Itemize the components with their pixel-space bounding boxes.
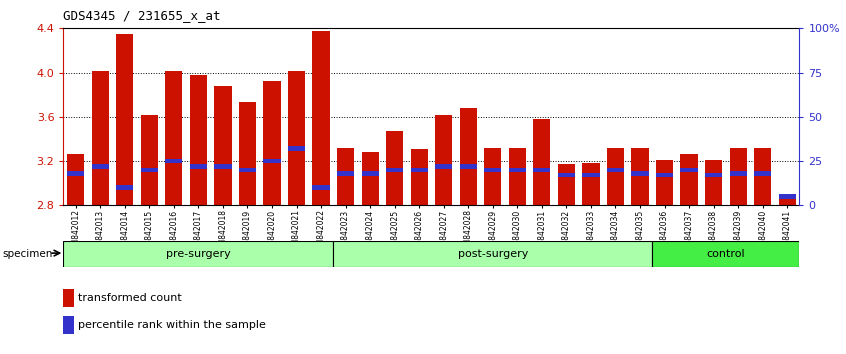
Bar <box>582 173 600 177</box>
Bar <box>778 194 796 199</box>
Bar <box>239 102 256 205</box>
Bar <box>705 160 722 205</box>
Text: pre-surgery: pre-surgery <box>166 249 231 259</box>
Bar <box>361 171 379 176</box>
Bar <box>435 164 453 169</box>
Bar <box>410 168 428 172</box>
Bar <box>386 168 404 172</box>
Bar <box>288 147 305 151</box>
Bar <box>484 148 502 205</box>
Bar <box>67 154 85 205</box>
Bar <box>680 168 698 172</box>
Bar <box>214 86 232 205</box>
Bar <box>607 168 624 172</box>
Bar <box>558 173 575 177</box>
Bar <box>214 164 232 169</box>
Bar <box>116 34 134 205</box>
Bar <box>656 160 673 205</box>
Bar <box>361 152 379 205</box>
Bar <box>656 173 673 177</box>
Bar <box>91 164 109 169</box>
Bar <box>459 108 477 205</box>
Bar <box>533 168 551 172</box>
Bar <box>631 148 649 205</box>
Bar <box>337 171 354 176</box>
Text: specimen: specimen <box>3 249 53 259</box>
Bar <box>263 81 281 205</box>
Bar <box>533 119 551 205</box>
Bar <box>652 241 799 267</box>
Bar <box>63 241 333 267</box>
Bar <box>140 168 158 172</box>
Bar <box>63 289 74 307</box>
Bar <box>333 241 652 267</box>
Bar <box>410 149 428 205</box>
Bar <box>729 171 747 176</box>
Bar <box>435 115 453 205</box>
Bar <box>140 115 158 205</box>
Bar <box>91 72 109 205</box>
Text: percentile rank within the sample: percentile rank within the sample <box>78 320 266 330</box>
Bar <box>190 164 207 169</box>
Bar <box>607 148 624 205</box>
Text: transformed count: transformed count <box>78 293 182 303</box>
Bar <box>680 154 698 205</box>
Bar <box>312 185 330 190</box>
Bar <box>754 171 772 176</box>
Bar <box>754 148 772 205</box>
Bar <box>729 148 747 205</box>
Bar <box>508 148 526 205</box>
Bar <box>705 173 722 177</box>
Bar <box>508 168 526 172</box>
Bar <box>67 171 85 176</box>
Text: GDS4345 / 231655_x_at: GDS4345 / 231655_x_at <box>63 9 221 22</box>
Bar <box>190 75 207 205</box>
Text: control: control <box>706 249 745 259</box>
Bar <box>386 131 404 205</box>
Bar <box>582 163 600 205</box>
Bar <box>116 185 134 190</box>
Bar <box>165 72 183 205</box>
Bar <box>165 159 183 163</box>
Bar <box>337 148 354 205</box>
Bar <box>263 159 281 163</box>
Text: post-surgery: post-surgery <box>458 249 528 259</box>
Bar <box>63 316 74 334</box>
Bar <box>631 171 649 176</box>
Bar <box>558 164 575 205</box>
Bar <box>484 168 502 172</box>
Bar <box>288 72 305 205</box>
Bar <box>239 168 256 172</box>
Bar <box>312 30 330 205</box>
Bar <box>459 164 477 169</box>
Bar <box>778 194 796 205</box>
